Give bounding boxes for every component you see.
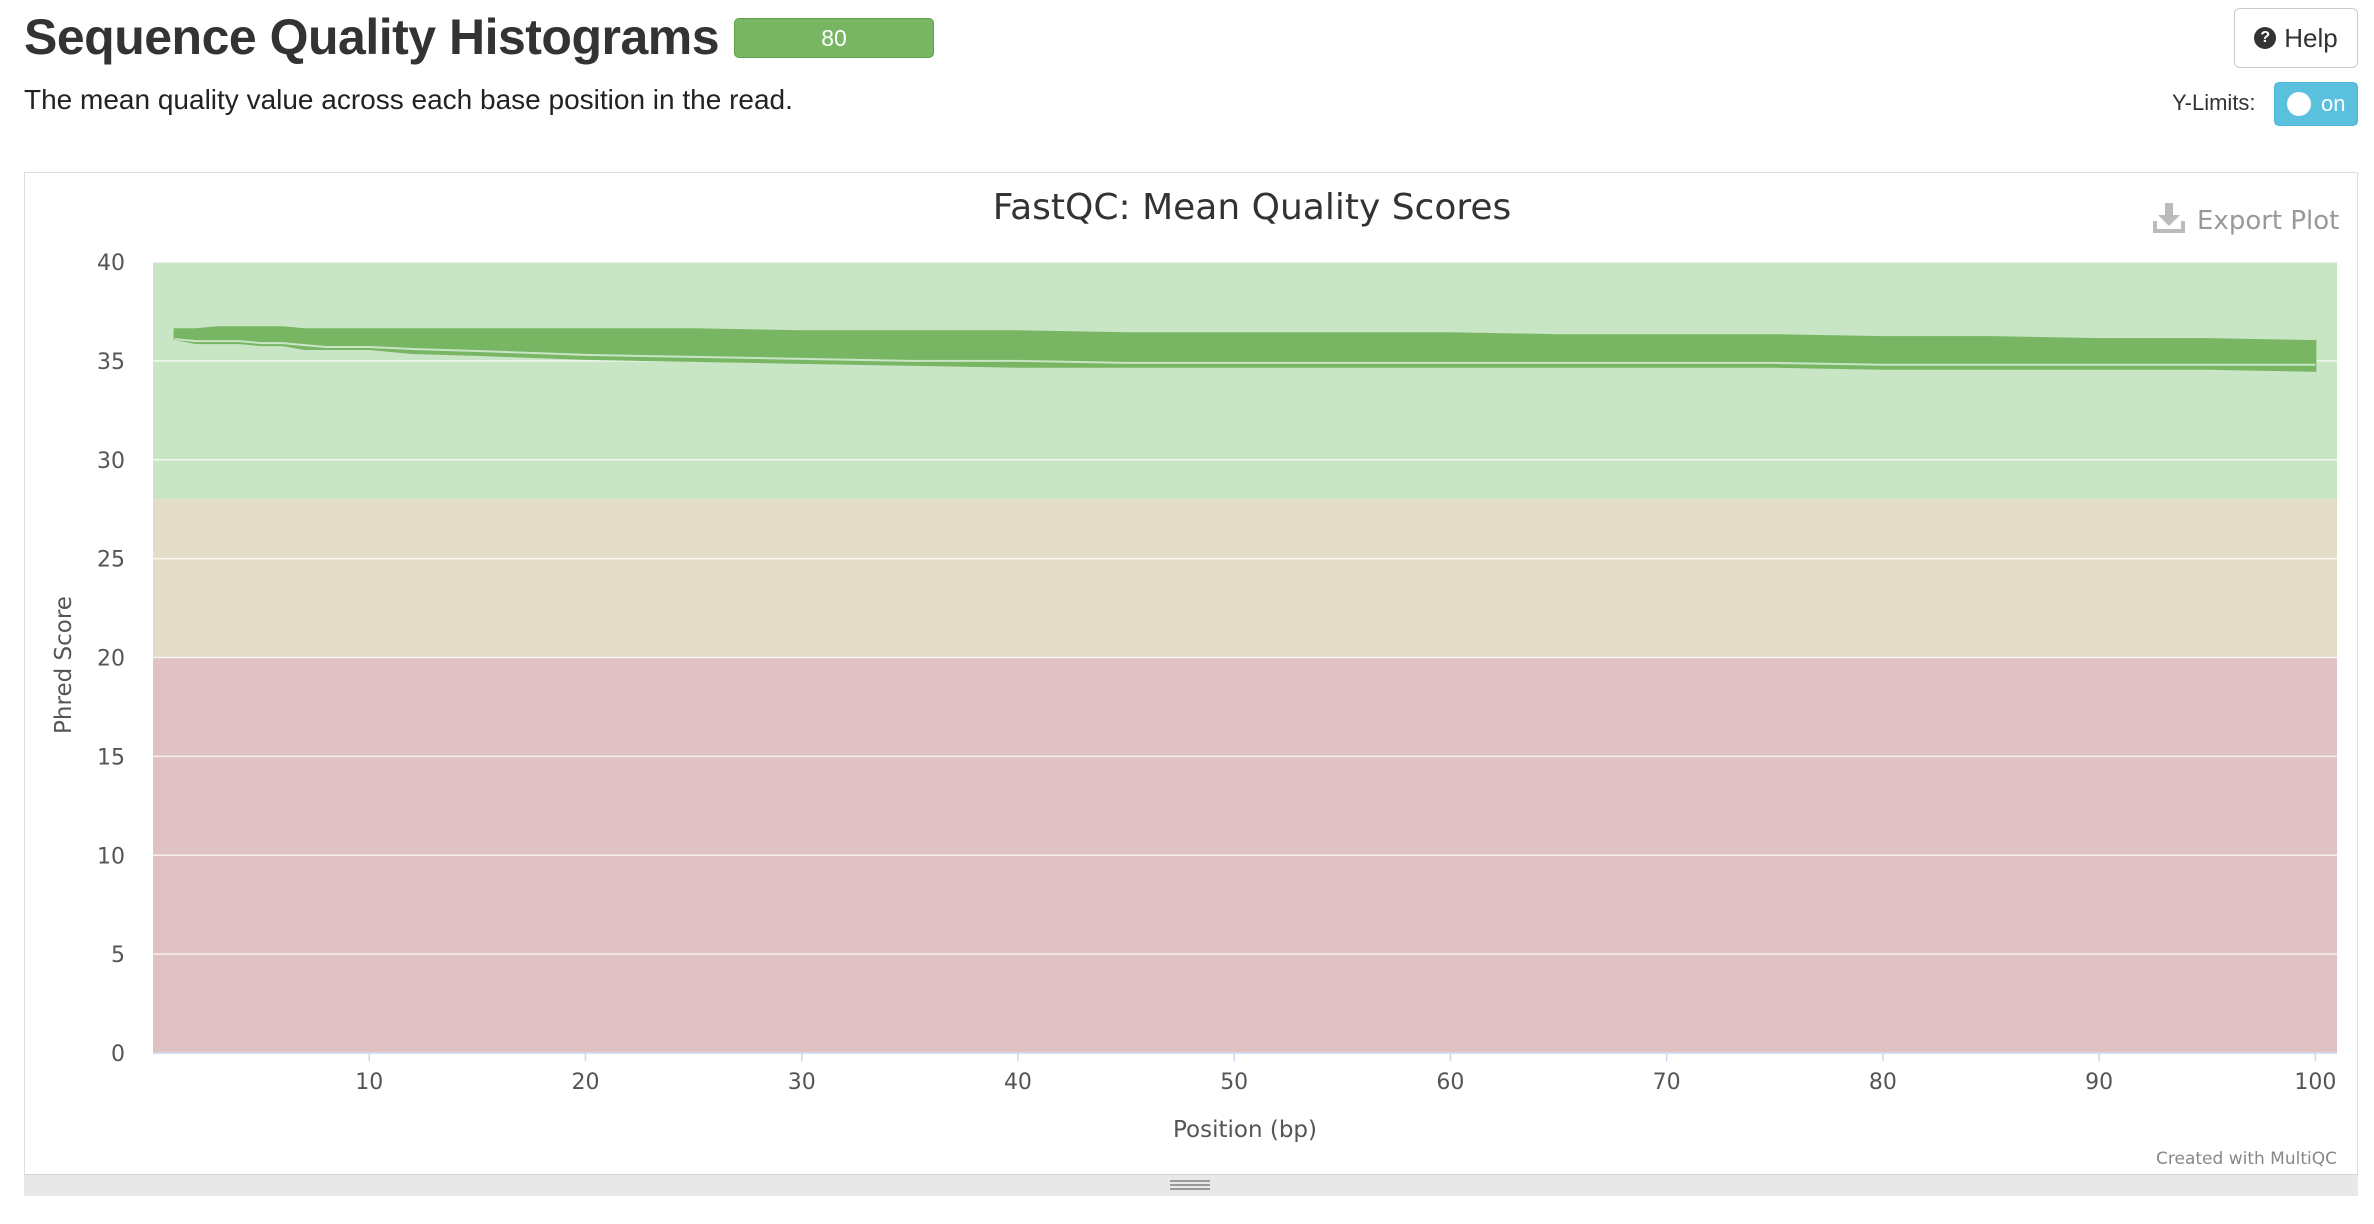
y-tick-label: 15 xyxy=(97,745,125,770)
export-plot-label: Export Plot xyxy=(2197,206,2339,236)
y-tick-label: 40 xyxy=(97,251,125,276)
download-icon xyxy=(2153,203,2185,233)
multiqc-credit: Created with MultiQC xyxy=(2156,1149,2337,1169)
toggle-knob xyxy=(2287,92,2311,116)
y-tick-label: 35 xyxy=(97,350,125,375)
plot-resize-handle[interactable] xyxy=(24,1174,2358,1196)
chart-title: FastQC: Mean Quality Scores xyxy=(993,187,1512,228)
x-tick-label: 50 xyxy=(1220,1070,1248,1095)
x-tick-label: 30 xyxy=(788,1070,816,1095)
x-tick-label: 70 xyxy=(1653,1070,1681,1095)
series-layer xyxy=(173,326,2317,372)
toggle-state-label: on xyxy=(2321,91,2346,116)
series-envelope xyxy=(173,326,2317,372)
help-button-label: Help xyxy=(2284,22,2338,53)
mean-quality-chart: 0 5 10 15 20 25 30 35 40 10 20 30 40 50 60 70 80 90 100 Fa… xyxy=(51,187,2339,1169)
x-tick-label: 10 xyxy=(355,1070,383,1095)
y-tick-label: 5 xyxy=(111,943,125,968)
x-tick-label: 20 xyxy=(571,1070,599,1095)
ylimits-toggle[interactable]: on xyxy=(2274,82,2358,126)
resize-grip-icon xyxy=(1170,1180,1210,1190)
y-tick-label: 10 xyxy=(97,844,125,869)
question-circle-icon: ? xyxy=(2254,27,2277,49)
y-tick-label: 20 xyxy=(97,647,125,672)
x-tick-label: 90 xyxy=(2085,1070,2113,1095)
x-tick-label: 80 xyxy=(1869,1070,1897,1095)
help-button[interactable]: ? Help xyxy=(2234,8,2358,68)
y-tick-label: 25 xyxy=(97,548,125,573)
x-tick-label: 100 xyxy=(2294,1070,2336,1095)
page-title: Sequence Quality Histograms xyxy=(24,9,720,65)
sample-count-badge: 80 xyxy=(734,18,934,58)
y-tick-label: 30 xyxy=(97,449,125,474)
series-inner-line xyxy=(174,338,2316,366)
axis-title-y: Phred Score xyxy=(51,596,77,734)
ylimits-label: Y-Limits: xyxy=(2172,90,2256,115)
x-tick-label: 40 xyxy=(1004,1070,1032,1095)
axis-title-x: Position (bp) xyxy=(1173,1117,1317,1143)
quality-band-1 xyxy=(153,499,2337,658)
axes: 0 5 10 15 20 25 30 35 40 10 20 30 40 50 60 70 80 90 100 xyxy=(97,251,2337,1095)
section-description: The mean quality value across each base … xyxy=(24,84,793,115)
y-tick-label: 0 xyxy=(111,1042,125,1067)
plot-panel: 0 5 10 15 20 25 30 35 40 10 20 30 40 50 60 70 80 90 100 Fa… xyxy=(24,172,2358,1196)
quality-band-0 xyxy=(153,262,2337,500)
export-plot-button[interactable]: Export Plot xyxy=(2153,203,2339,236)
x-tick-label: 60 xyxy=(1436,1070,1464,1095)
